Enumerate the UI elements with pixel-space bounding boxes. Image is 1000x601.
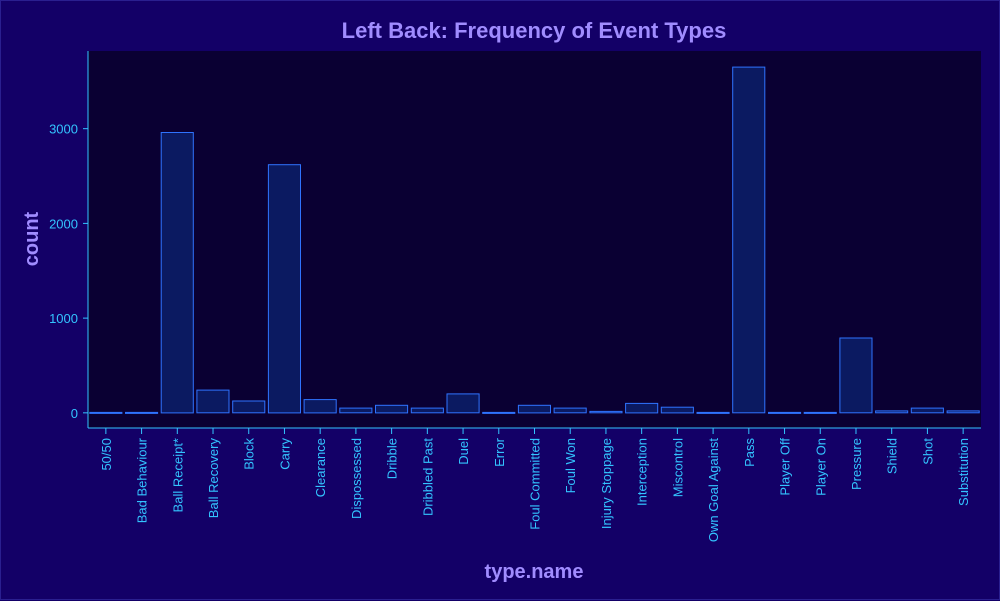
bar-ball-receipt xyxy=(160,132,194,414)
bar-clearance xyxy=(303,399,337,414)
bar-substitution xyxy=(946,410,980,414)
bar-foul-won xyxy=(553,407,587,414)
bar-bad-behaviour xyxy=(125,411,159,414)
y-tick-label: 0 xyxy=(71,406,78,421)
y-tick-label: 3000 xyxy=(49,122,78,137)
x-tick-label: Bad Behaviour xyxy=(135,437,150,523)
bar-pressure xyxy=(839,337,873,414)
y-tick-label: 2000 xyxy=(49,216,78,231)
y-axis: 0 1000 2000 3000 xyxy=(49,122,88,421)
y-axis-title: count xyxy=(21,211,43,266)
x-tick-label: Pressure xyxy=(849,438,864,490)
x-tick-label: Miscontrol xyxy=(670,438,685,497)
bar-injury-stoppage xyxy=(589,410,623,414)
bar-duel xyxy=(446,393,480,414)
bar-50-50 xyxy=(89,411,123,414)
x-tick-label: Foul Won xyxy=(563,438,578,493)
bar-error xyxy=(482,411,516,414)
bar-carry xyxy=(267,164,301,414)
y-tick-label: 1000 xyxy=(49,311,78,326)
plot-area xyxy=(88,51,981,428)
x-tick-label: Player Off xyxy=(778,438,793,496)
x-tick-label: 50/50 xyxy=(99,438,114,471)
x-axis: 50/50 Bad Behaviour Ball Receipt* Ball Reco… xyxy=(99,428,971,542)
x-tick-label: Interception xyxy=(635,438,650,506)
x-tick-label: Carry xyxy=(278,438,293,470)
x-tick-label: Error xyxy=(492,437,507,467)
bar-shot xyxy=(910,407,944,414)
bar-shield xyxy=(875,410,909,414)
x-tick-label: Foul Committed xyxy=(528,438,543,530)
x-tick-label: Injury Stoppage xyxy=(599,438,614,529)
x-tick-label: Block xyxy=(242,438,257,470)
bar-dispossessed xyxy=(339,407,373,414)
x-tick-label: Player On xyxy=(813,438,828,496)
x-tick-label: Dispossessed xyxy=(349,438,364,519)
bar-player-on xyxy=(803,411,837,414)
chart-title: Left Back: Frequency of Event Types xyxy=(342,18,727,43)
x-tick-label: Dribbled Past xyxy=(420,438,435,516)
x-tick-label: Dribble xyxy=(385,438,400,479)
bar-player-off xyxy=(768,411,802,414)
x-tick-label: Shot xyxy=(920,438,935,465)
bar-ball-recovery xyxy=(196,389,230,414)
bar-block xyxy=(232,400,266,414)
x-tick-label: Duel xyxy=(456,438,471,465)
x-tick-label: Pass xyxy=(742,438,757,467)
x-axis-title: type.name xyxy=(485,561,584,583)
bar-miscontrol xyxy=(660,406,694,414)
x-tick-label: Ball Recovery xyxy=(206,438,221,519)
bar-dribble xyxy=(375,404,409,414)
bar-interception xyxy=(625,402,659,414)
x-tick-label: Clearance xyxy=(313,438,328,497)
bar-pass xyxy=(732,66,766,414)
bar-dribbled-past xyxy=(410,407,444,414)
bar-own-goal-against xyxy=(696,411,730,414)
x-tick-label: Shield xyxy=(885,438,900,474)
bar-foul-committed xyxy=(517,404,552,414)
x-tick-label: Substitution xyxy=(956,438,971,506)
bars xyxy=(89,66,980,414)
x-tick-label: Own Goal Against xyxy=(706,438,721,542)
x-tick-label: Ball Receipt* xyxy=(170,438,185,512)
